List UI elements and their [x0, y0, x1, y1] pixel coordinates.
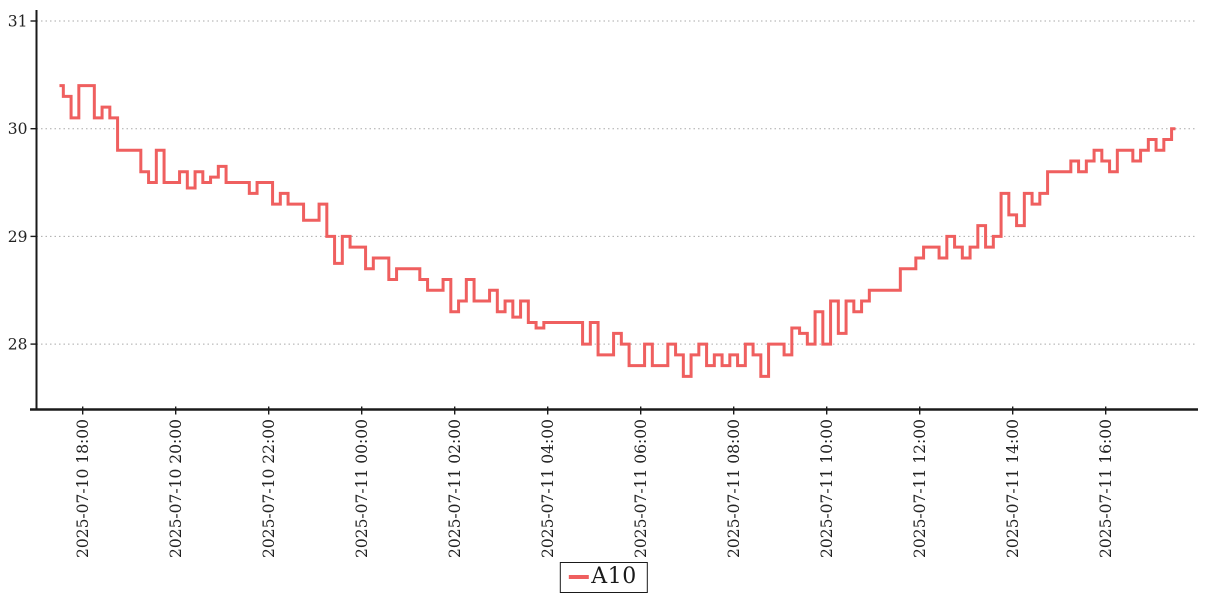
x-tick-label: 2025-07-11 08:00: [725, 419, 743, 558]
x-tick-label: 2025-07-10 22:00: [260, 419, 278, 558]
x-tick-label: 2025-07-11 04:00: [539, 419, 557, 558]
x-tick-label: 2025-07-11 14:00: [1004, 419, 1022, 558]
y-tick-label: 31: [8, 13, 28, 31]
x-tick-label: 2025-07-11 00:00: [353, 419, 371, 558]
legend-item-a10[interactable]: A10: [559, 562, 648, 594]
x-tick-label: 2025-07-11 16:00: [1097, 419, 1115, 558]
x-tick-label: 2025-07-11 02:00: [446, 419, 464, 558]
series-line-a10: [59, 84, 1176, 378]
legend-series-label: A10: [591, 564, 637, 589]
x-tick-label: 2025-07-10 20:00: [167, 419, 185, 558]
y-tick-label: 29: [8, 228, 28, 246]
x-tick-label: 2025-07-11 10:00: [818, 419, 836, 558]
x-tick-label: 2025-07-11 06:00: [632, 419, 650, 558]
y-tick-label: 28: [8, 336, 28, 354]
y-tick-label: 30: [8, 120, 28, 138]
legend-line-marker: [568, 575, 589, 580]
x-tick-label: 2025-07-11 12:00: [911, 419, 929, 558]
x-tick-label: 2025-07-10 18:00: [74, 419, 92, 558]
